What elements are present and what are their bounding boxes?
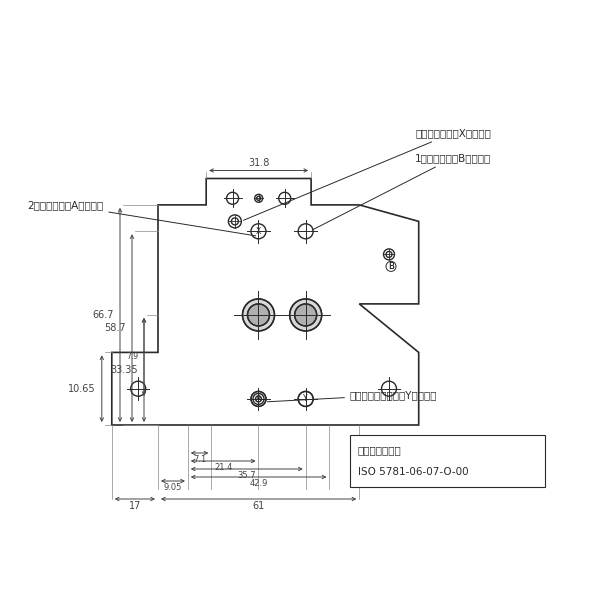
Circle shape — [386, 262, 396, 271]
Circle shape — [256, 396, 262, 402]
Circle shape — [298, 224, 313, 239]
Circle shape — [232, 218, 238, 225]
Text: 9.05: 9.05 — [164, 484, 182, 493]
Circle shape — [242, 299, 274, 331]
Circle shape — [298, 391, 313, 406]
Text: 58.7: 58.7 — [104, 323, 126, 333]
Text: 66.7: 66.7 — [92, 310, 114, 320]
Circle shape — [254, 194, 263, 202]
Text: 31.8: 31.8 — [248, 158, 269, 169]
Circle shape — [131, 381, 146, 396]
Bar — [350, 435, 545, 487]
Text: 33.35: 33.35 — [110, 365, 138, 375]
Text: 1次側ポート（Bポート）: 1次側ポート（Bポート） — [312, 153, 491, 230]
Text: A: A — [256, 394, 261, 403]
Text: 取付面（準拠）: 取付面（準拠） — [358, 445, 402, 455]
Circle shape — [279, 192, 291, 204]
Circle shape — [290, 299, 322, 331]
Text: B: B — [388, 262, 394, 271]
Circle shape — [251, 224, 266, 239]
Text: 外部ドレンポート（Yポート）: 外部ドレンポート（Yポート） — [267, 390, 437, 402]
Text: 17: 17 — [129, 501, 141, 511]
Circle shape — [247, 304, 269, 326]
Text: 2次側ポート（Aポート）: 2次側ポート（Aポート） — [27, 200, 256, 236]
Circle shape — [251, 391, 266, 406]
Text: X: X — [256, 227, 261, 236]
Text: ベントポート（Xポート）: ベントポート（Xポート） — [244, 128, 491, 220]
Text: B: B — [388, 262, 394, 271]
Text: 61: 61 — [253, 501, 265, 511]
Circle shape — [383, 249, 395, 260]
Circle shape — [229, 215, 241, 228]
Text: 21.4: 21.4 — [214, 463, 232, 473]
Circle shape — [295, 304, 317, 326]
Circle shape — [227, 192, 239, 204]
Text: 42.9: 42.9 — [250, 479, 268, 488]
Circle shape — [253, 394, 264, 404]
Text: Y: Y — [304, 394, 308, 403]
Text: 10.65: 10.65 — [68, 384, 96, 394]
Circle shape — [386, 251, 392, 257]
Text: 35.7: 35.7 — [238, 472, 256, 481]
Circle shape — [257, 196, 260, 200]
Text: ISO 5781-06-07-O-00: ISO 5781-06-07-O-00 — [358, 467, 469, 477]
Text: 7.9: 7.9 — [126, 352, 138, 361]
Text: 7.1: 7.1 — [193, 455, 206, 464]
Circle shape — [382, 381, 397, 396]
